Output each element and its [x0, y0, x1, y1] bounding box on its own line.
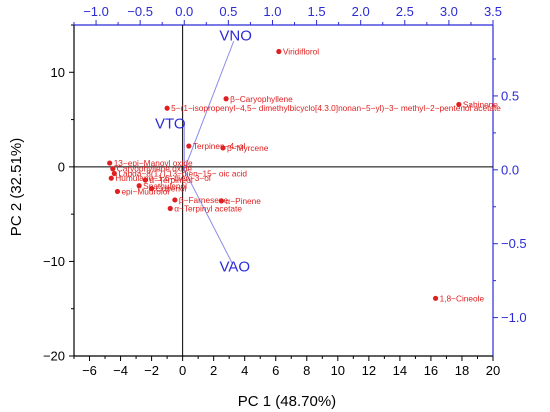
x-tick-label: 8	[303, 363, 310, 378]
x-tick-label: 2	[210, 363, 217, 378]
score-point	[223, 96, 229, 102]
loading-label: VAO	[219, 258, 250, 275]
score-point	[114, 188, 121, 195]
y-tick-label: −10	[43, 254, 65, 269]
x-tick-label: 16	[424, 363, 438, 378]
score-point	[186, 143, 192, 149]
x-tick-label: −6	[82, 363, 97, 378]
bottom-axis: −6 −4 −2 0 2 4 6 8 10 12 14 16 18 20	[73, 356, 500, 378]
score-point	[111, 170, 117, 177]
x2-tick-label: 1.0	[263, 4, 281, 19]
top-axis: −1.0 −0.5 0.0 0.5 1.0 1.5 2.0 2.5 3.0 3.5	[73, 4, 502, 25]
score-label: β−Caryophyllene	[230, 94, 293, 104]
score-label: 13−epi−Manoyl oxide	[114, 158, 193, 168]
x-tick-label: 14	[393, 363, 407, 378]
x2-tick-label: −0.5	[127, 4, 153, 19]
loading-vector	[183, 169, 234, 265]
score-point	[276, 48, 282, 55]
score-label: β−Myrcene	[227, 143, 269, 153]
x-tick-label: −4	[113, 363, 128, 378]
score-label: β−Farnesene	[179, 195, 229, 205]
score-point	[107, 160, 113, 166]
score-label: α−Terpinyl acetate	[174, 203, 242, 213]
score-point	[164, 105, 170, 111]
score-label: α−Terpineol	[149, 175, 192, 185]
y2-tick-label: −1.0	[501, 310, 527, 325]
loading-vector	[183, 41, 235, 170]
x-tick-label: −2	[144, 363, 159, 378]
x2-tick-label: 3.0	[440, 4, 458, 19]
score-label: Sabinene	[463, 99, 498, 109]
x-tick-label: 12	[362, 363, 376, 378]
score-point	[108, 175, 114, 181]
score-point	[456, 101, 462, 108]
score-label: Humulane−1,6−dien−3−ol	[115, 173, 211, 183]
score-label: 5−(1−isopropenyl−4,5− dimethylbicyclo[4.…	[171, 103, 501, 113]
score-points: Viridiflorol Sabinene5−(1−isopropenyl−4,5…	[107, 46, 501, 303]
x2-tick-label: 1.5	[308, 4, 326, 19]
score-point	[172, 197, 178, 203]
y-tick-label: −20	[43, 349, 65, 364]
loading-vectors: VNO VTO VAO	[155, 27, 252, 275]
loading-label: VNO	[219, 27, 252, 44]
right-axis: −1.0 −0.5 0.0 0.5	[493, 58, 527, 325]
y2-tick-label: 0.0	[501, 162, 519, 177]
x2-tick-label: 0.5	[219, 4, 237, 19]
score-label: Spathulenol	[143, 181, 187, 191]
left-axis: −20 −10 0 10	[43, 24, 74, 364]
score-point	[110, 166, 116, 172]
loading-label: VTO	[155, 116, 186, 133]
y-tick-label: 10	[51, 65, 65, 80]
x-axis-title: PC 1 (48.70%)	[238, 393, 336, 410]
score-point	[432, 295, 439, 301]
score-label: Viridiflorol	[283, 46, 319, 56]
score-label: 1,8−Cineole	[440, 293, 485, 303]
y-tick-label: 0	[58, 159, 65, 174]
x2-tick-label: 3.5	[484, 4, 502, 19]
score-label: epi−Muurolol	[121, 186, 169, 196]
score-label: Terpinen−4−ol	[193, 141, 246, 151]
x2-tick-label: 0.0	[175, 4, 193, 19]
score-point	[167, 205, 173, 212]
score-point	[218, 198, 225, 204]
score-label: α−Pinene	[225, 196, 261, 206]
x-tick-label: 0	[179, 363, 186, 378]
x-tick-label: 10	[331, 363, 345, 378]
score-point	[148, 186, 155, 192]
score-point	[142, 177, 148, 183]
x-tick-label: 6	[272, 363, 279, 378]
score-label: Caryophyllene oxide	[117, 164, 193, 174]
x2-tick-label: 2.0	[352, 4, 370, 19]
x2-tick-label: 2.5	[396, 4, 414, 19]
y2-tick-label: −0.5	[501, 236, 527, 251]
x-tick-label: 20	[486, 363, 500, 378]
score-point	[136, 183, 142, 189]
score-label: Cubenol	[156, 184, 187, 194]
y-axis-title: PC 2 (32.51%)	[8, 138, 25, 236]
x-tick-label: 18	[455, 363, 469, 378]
score-label: Labda−8(17),13−dien−15− oic acid	[118, 168, 247, 178]
y2-tick-label: 0.5	[501, 88, 519, 103]
zero-lines	[74, 25, 493, 356]
x2-tick-label: −1.0	[83, 4, 109, 19]
score-point	[220, 145, 226, 151]
plot-frame	[73, 24, 494, 357]
x-tick-label: 4	[241, 363, 248, 378]
